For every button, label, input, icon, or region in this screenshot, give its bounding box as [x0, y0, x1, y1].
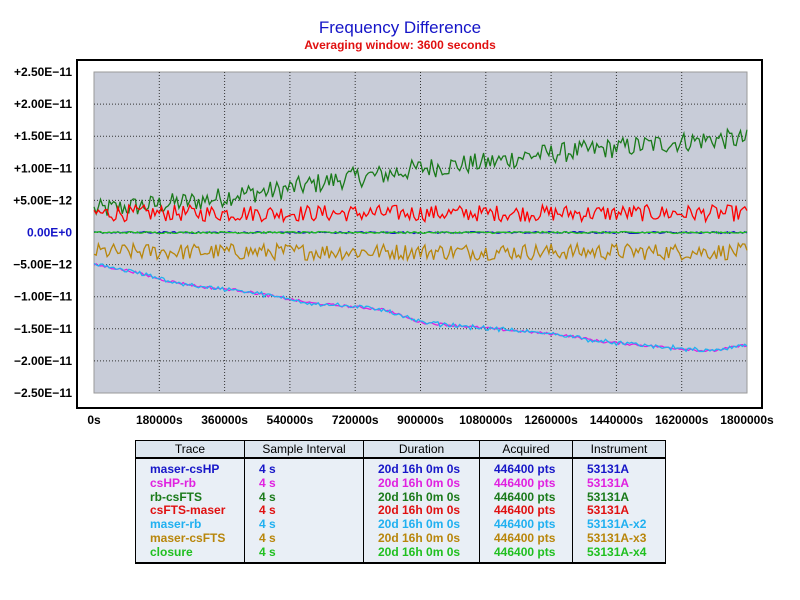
- legend-cell-trace: maser-csFTS: [135, 531, 245, 546]
- legend-cell-duration: 20d 16h 0m 0s: [363, 490, 480, 505]
- x-tick-label: 1440000s: [590, 413, 644, 427]
- x-tick-label: 1080000s: [459, 413, 513, 427]
- header-sample-interval: Sample Interval: [244, 440, 364, 459]
- y-tick-label: −5.00E−12: [13, 258, 72, 272]
- header-trace: Trace: [135, 440, 245, 459]
- legend-cell-interval: 4 s: [244, 490, 364, 505]
- legend-cell-instrument: 53131A-x3: [572, 531, 666, 546]
- legend-cell-trace: closure: [135, 545, 245, 564]
- legend-cell-instrument: 53131A-x4: [572, 545, 666, 564]
- legend-row: maser-csFTS 4 s 20d 16h 0m 0s 446400 pts 531…: [135, 531, 666, 546]
- legend-cell-interval: 4 s: [244, 531, 364, 546]
- series-line-rb-csFTS: [93, 127, 748, 216]
- x-tick-label: 1260000s: [524, 413, 578, 427]
- legend-row: maser-rb 4 s 20d 16h 0m 0s 446400 pts 53131A…: [135, 517, 666, 532]
- x-tick-label: 720000s: [332, 413, 379, 427]
- legend-cell-trace: maser-csHP: [135, 458, 245, 477]
- legend-cell-duration: 20d 16h 0m 0s: [363, 476, 480, 491]
- x-tick-label: 180000s: [136, 413, 183, 427]
- series-line-maser-rb: [93, 262, 748, 353]
- legend-cell-acquired: 446400 pts: [479, 531, 573, 546]
- y-axis-tick-labels: +2.50E−11 +2.00E−11 +1.50E−11 +1.00E−11 +5.0…: [13, 65, 72, 400]
- chart-subtitle: Averaging window: 3600 seconds: [304, 38, 496, 52]
- legend-cell-acquired: 446400 pts: [479, 517, 573, 532]
- y-tick-label: +1.00E−11: [14, 161, 72, 175]
- series-group: [93, 127, 748, 353]
- legend-cell-trace: rb-csFTS: [135, 490, 245, 505]
- series-line-csFTS-maser: [93, 202, 748, 224]
- y-tick-label: +2.00E−11: [14, 97, 72, 111]
- legend-cell-duration: 20d 16h 0m 0s: [363, 545, 480, 564]
- legend-body: maser-csHP 4 s 20d 16h 0m 0s 446400 pts 5313…: [135, 458, 666, 564]
- legend-cell-duration: 20d 16h 0m 0s: [363, 517, 480, 532]
- legend-cell-instrument: 53131A-x2: [572, 517, 666, 532]
- header-acquired: Acquired: [479, 440, 573, 459]
- header-instrument: Instrument: [572, 440, 666, 459]
- y-tick-label: −2.50E−11: [14, 386, 72, 400]
- frequency-difference-chart: +2.50E−11 +2.00E−11 +1.50E−11 +1.00E−11 +5.0…: [13, 59, 774, 427]
- x-tick-label: 1800000s: [720, 413, 774, 427]
- y-tick-label: −2.00E−11: [14, 354, 72, 368]
- legend-cell-acquired: 446400 pts: [479, 476, 573, 491]
- legend-cell-duration: 20d 16h 0m 0s: [363, 504, 480, 519]
- y-tick-label: 0.00E+0: [27, 226, 72, 240]
- legend-cell-interval: 4 s: [244, 458, 364, 477]
- legend-row: csFTS-maser 4 s 20d 16h 0m 0s 446400 pts 531…: [135, 504, 666, 519]
- legend-cell-instrument: 53131A: [572, 458, 666, 477]
- chart-title: Frequency Difference: [318, 18, 482, 37]
- legend-row: rb-csFTS 4 s 20d 16h 0m 0s 446400 pts 53131A: [135, 490, 666, 505]
- legend-cell-interval: 4 s: [244, 504, 364, 519]
- series-line-closure: [93, 230, 748, 235]
- legend-cell-interval: 4 s: [244, 476, 364, 491]
- legend-cell-instrument: 53131A: [572, 476, 666, 491]
- y-tick-label: +1.50E−11: [14, 129, 72, 143]
- legend-cell-acquired: 446400 pts: [479, 504, 573, 519]
- legend-cell-interval: 4 s: [244, 545, 364, 564]
- x-tick-label: 540000s: [267, 413, 314, 427]
- x-tick-label: 900000s: [397, 413, 444, 427]
- y-tick-label: −1.50E−11: [14, 322, 72, 336]
- y-tick-label: +2.50E−11: [14, 65, 72, 79]
- legend-cell-duration: 20d 16h 0m 0s: [363, 458, 480, 477]
- legend-cell-acquired: 446400 pts: [479, 458, 573, 477]
- trace-legend-table: Trace Sample Interval Duration Acquired …: [135, 440, 666, 564]
- y-tick-label: −1.00E−11: [14, 290, 72, 304]
- legend-cell-duration: 20d 16h 0m 0s: [363, 531, 480, 546]
- legend-header-row: Trace Sample Interval Duration Acquired …: [135, 440, 666, 459]
- legend-row: closure 4 s 20d 16h 0m 0s 446400 pts 53131A-…: [135, 545, 666, 564]
- legend-cell-trace: maser-rb: [135, 517, 245, 532]
- legend-cell-instrument: 53131A: [572, 490, 666, 505]
- header-duration: Duration: [363, 440, 480, 459]
- legend-cell-instrument: 53131A: [572, 504, 666, 519]
- x-tick-label: 360000s: [201, 413, 248, 427]
- series-line-maser-csFTS: [93, 241, 748, 263]
- legend-cell-trace: csFTS-maser: [135, 504, 245, 519]
- legend-cell-acquired: 446400 pts: [479, 545, 573, 564]
- legend-cell-acquired: 446400 pts: [479, 490, 573, 505]
- y-tick-label: +5.00E−12: [13, 193, 72, 207]
- x-tick-label: 1620000s: [655, 413, 709, 427]
- legend-cell-interval: 4 s: [244, 517, 364, 532]
- x-axis-tick-labels: 0s 180000s 360000s 540000s 720000s 900000s 108…: [87, 413, 774, 427]
- legend-row: csHP-rb 4 s 20d 16h 0m 0s 446400 pts 53131A: [135, 476, 666, 491]
- legend-cell-trace: csHP-rb: [135, 476, 245, 491]
- x-tick-label: 0s: [87, 413, 101, 427]
- legend-row: maser-csHP 4 s 20d 16h 0m 0s 446400 pts 5313…: [135, 458, 666, 477]
